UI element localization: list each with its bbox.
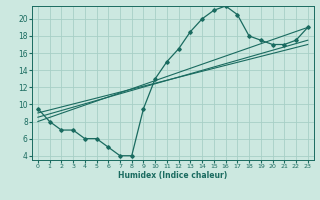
X-axis label: Humidex (Indice chaleur): Humidex (Indice chaleur) <box>118 171 228 180</box>
